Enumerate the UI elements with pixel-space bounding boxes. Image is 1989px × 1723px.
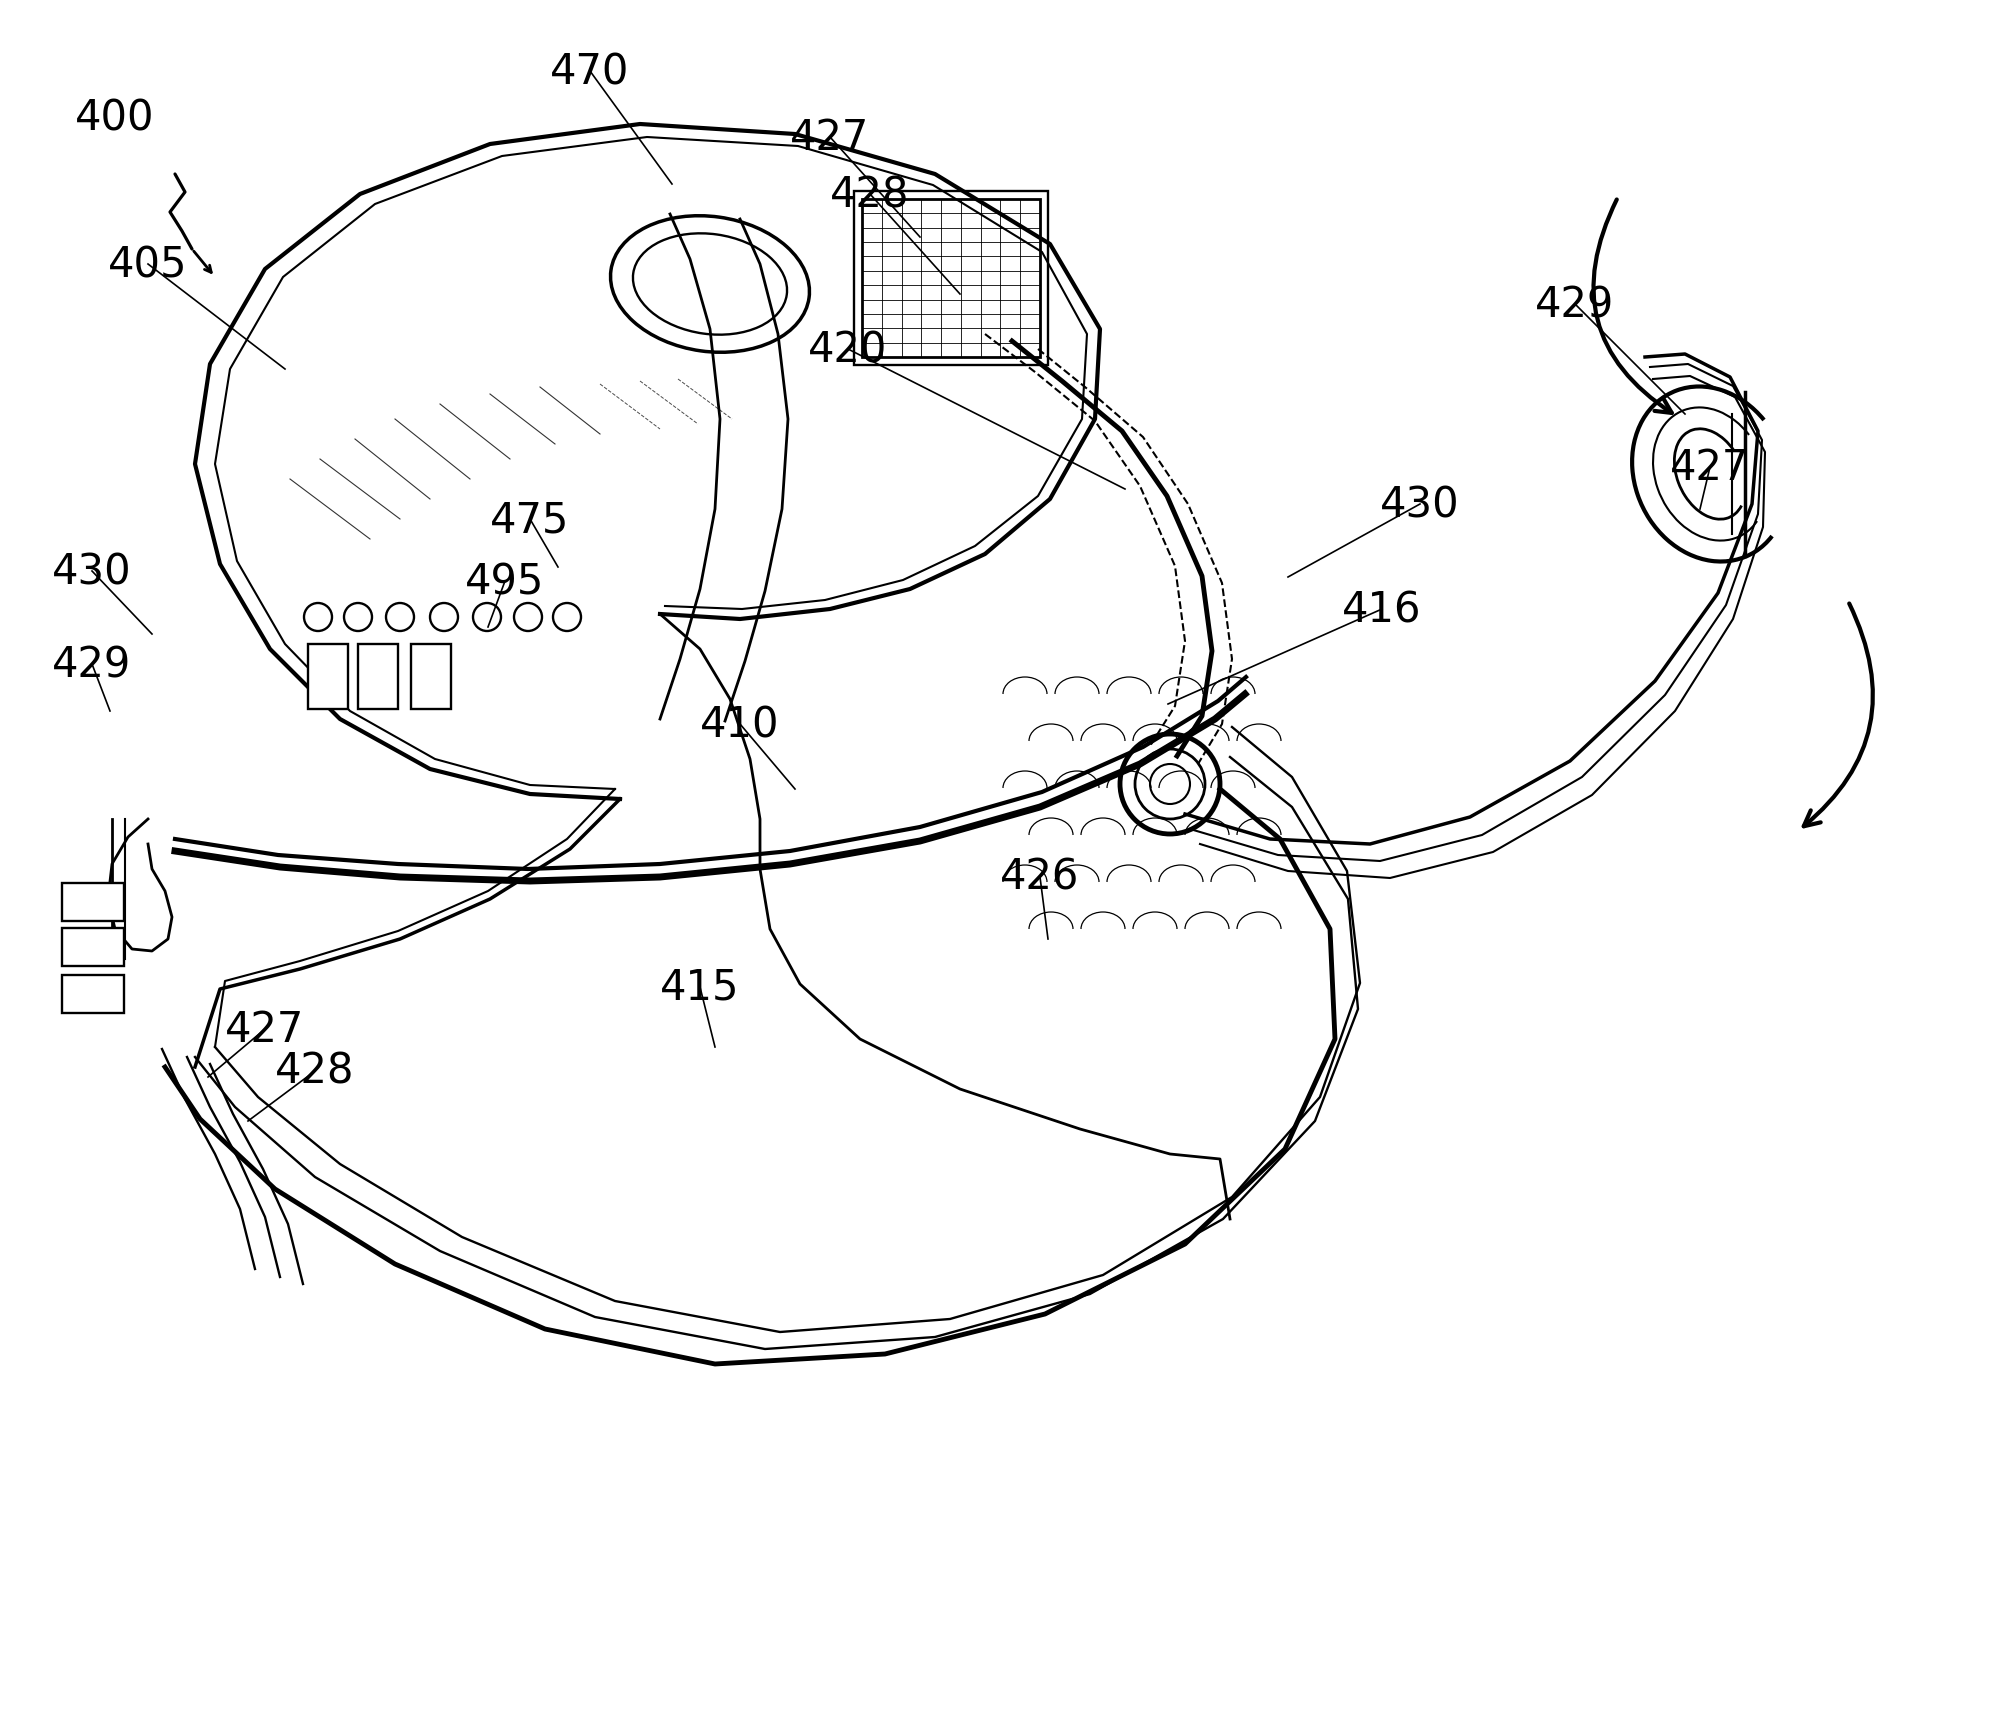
Circle shape bbox=[344, 603, 372, 632]
Bar bbox=[853, 191, 1048, 365]
Bar bbox=[308, 644, 348, 710]
Text: 405: 405 bbox=[107, 245, 187, 286]
Text: 415: 415 bbox=[660, 967, 740, 1008]
Text: 416: 416 bbox=[1341, 589, 1420, 631]
Ellipse shape bbox=[611, 217, 810, 353]
Bar bbox=[412, 644, 452, 710]
Text: 427: 427 bbox=[225, 1008, 304, 1051]
Text: 428: 428 bbox=[829, 174, 909, 215]
Bar bbox=[861, 200, 1040, 358]
Text: 426: 426 bbox=[1000, 856, 1080, 898]
Circle shape bbox=[386, 603, 414, 632]
Text: 420: 420 bbox=[808, 329, 887, 370]
Circle shape bbox=[473, 603, 501, 632]
Text: 400: 400 bbox=[76, 96, 155, 140]
Text: 427: 427 bbox=[790, 117, 869, 159]
Circle shape bbox=[304, 603, 332, 632]
Circle shape bbox=[513, 603, 541, 632]
Text: 430: 430 bbox=[52, 551, 131, 593]
Text: 495: 495 bbox=[465, 560, 545, 603]
Circle shape bbox=[553, 603, 581, 632]
Text: 470: 470 bbox=[551, 52, 629, 93]
Text: 475: 475 bbox=[489, 498, 569, 541]
Bar bbox=[62, 884, 123, 922]
Bar bbox=[62, 975, 123, 1013]
Text: 427: 427 bbox=[1669, 446, 1748, 489]
Text: 410: 410 bbox=[700, 703, 780, 746]
Text: 430: 430 bbox=[1380, 484, 1460, 526]
Text: 429: 429 bbox=[1536, 284, 1613, 326]
Text: 428: 428 bbox=[274, 1051, 354, 1092]
Circle shape bbox=[430, 603, 457, 632]
Text: 429: 429 bbox=[52, 644, 131, 686]
Bar bbox=[62, 929, 123, 967]
Bar bbox=[358, 644, 398, 710]
